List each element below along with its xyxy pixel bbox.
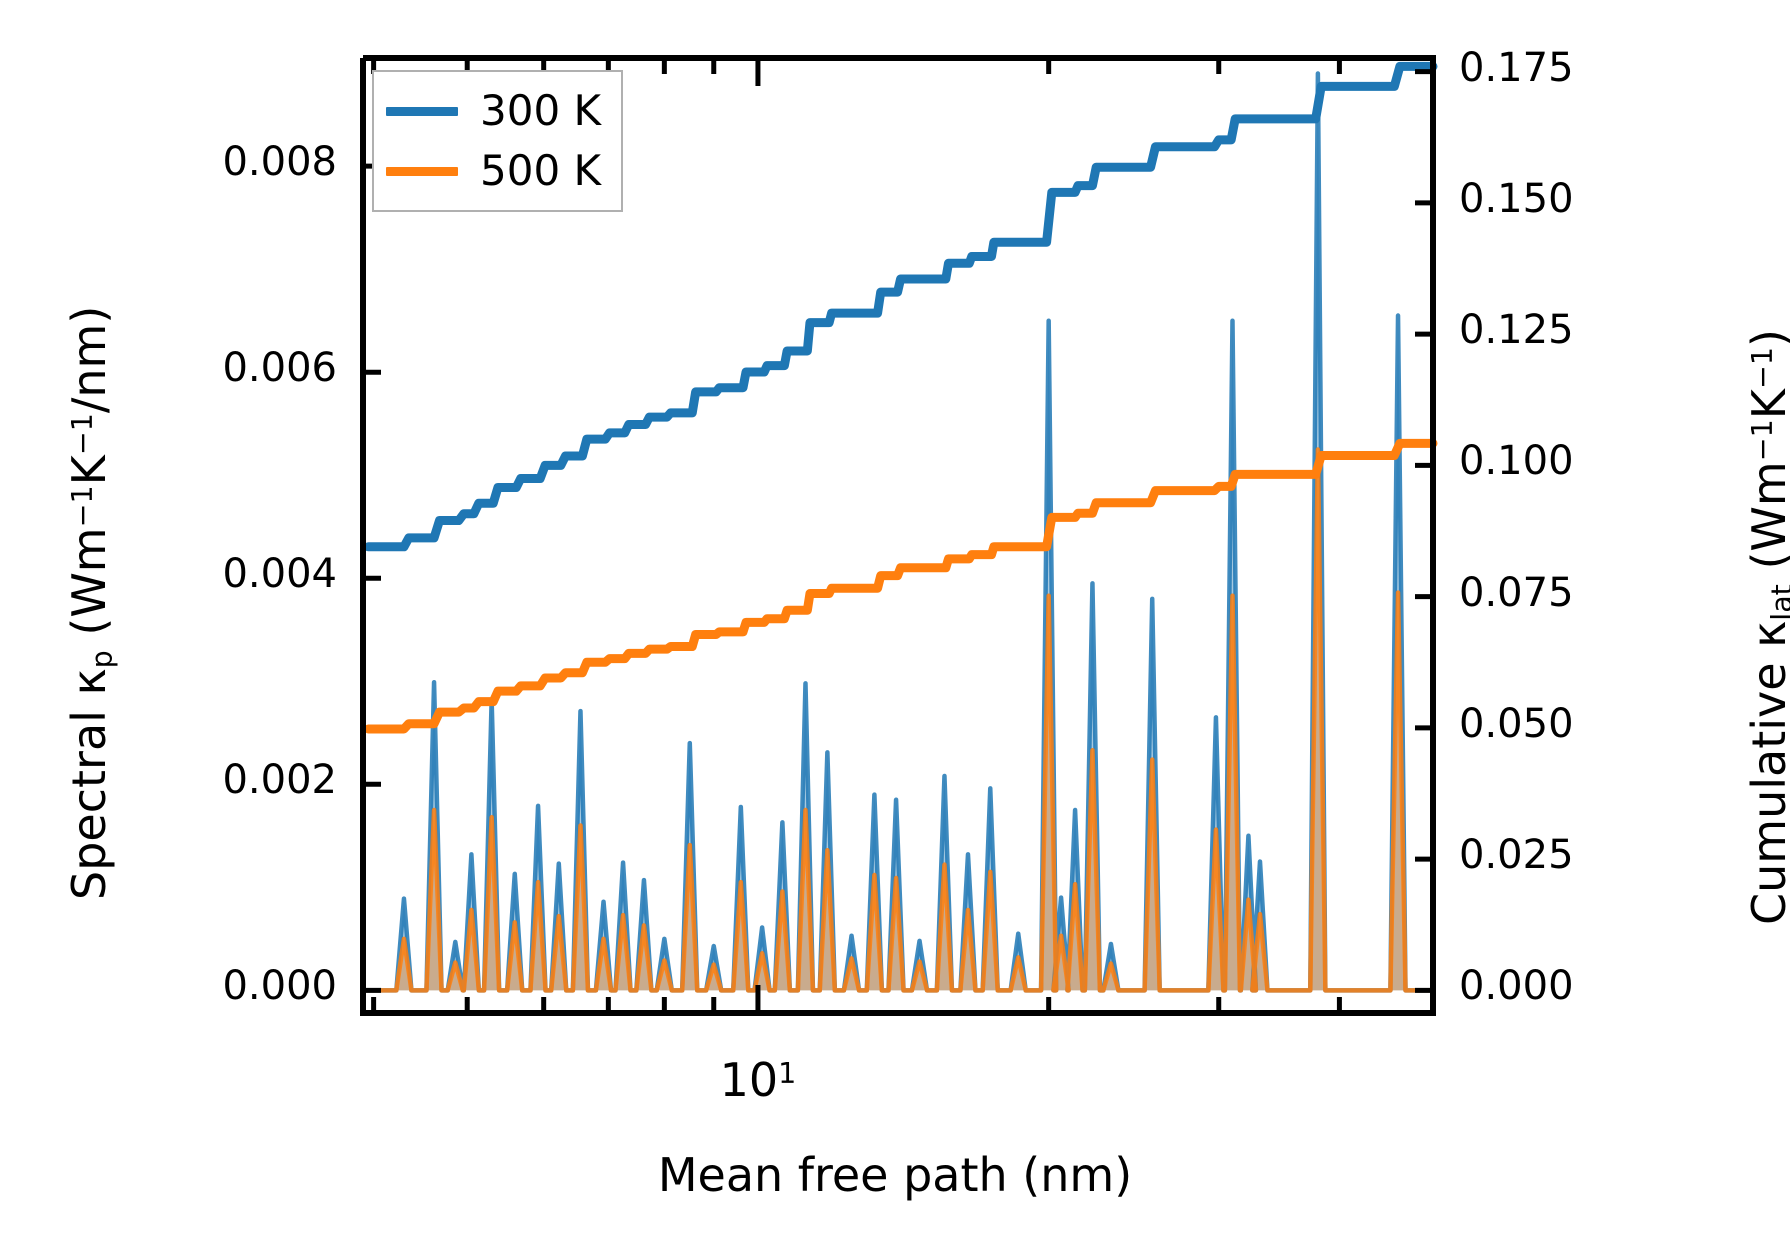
y-right-ticklabel: 0.150	[1459, 175, 1574, 222]
legend-label-300k: 300 K	[480, 86, 602, 135]
y-left-ticklabel: 0.002	[222, 757, 337, 804]
y-right-ticklabel: 0.025	[1459, 832, 1574, 879]
legend-swatch-300k	[386, 106, 458, 116]
y-left-ticklabel: 0.008	[222, 139, 337, 186]
legend-entry-300k[interactable]: 300 K	[386, 81, 601, 141]
y-right-ticklabel: 0.050	[1459, 700, 1574, 747]
series-500-k-cumulative	[363, 438, 1438, 734]
x-ticklabel: 101	[719, 1053, 797, 1107]
y-left-ticklabel: 0.006	[222, 345, 337, 392]
y-right-ticklabel: 0.125	[1459, 307, 1574, 354]
y-left-ticklabel: 0.004	[222, 551, 337, 598]
legend-label-500k: 500 K	[480, 146, 602, 195]
y-left-ticklabel: 0.000	[222, 963, 337, 1010]
series-500-k-spectral	[360, 447, 1436, 993]
y-right-ticklabel: 0.100	[1459, 438, 1574, 485]
y-right-ticklabel: 0.075	[1459, 569, 1574, 616]
y-axis-right-label: Cumulative κlat (Wm−1K−1)	[1742, 329, 1790, 925]
y-right-ticklabel: 0.000	[1459, 963, 1574, 1010]
y-axis-left-label: Spectral κp (Wm−1K−1/nm)	[62, 305, 119, 900]
x-axis-label: Mean free path (nm)	[657, 1148, 1133, 1202]
legend-entry-500k[interactable]: 500 K	[386, 141, 601, 201]
y-right-ticklabel: 0.175	[1459, 44, 1574, 91]
legend-swatch-500k	[386, 166, 458, 176]
series-300-k-cumulative	[363, 61, 1438, 552]
legend[interactable]: 300 K 500 K	[372, 70, 624, 212]
